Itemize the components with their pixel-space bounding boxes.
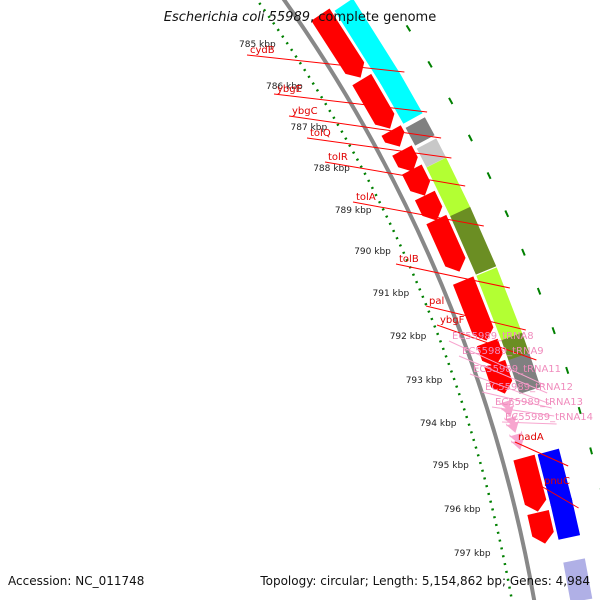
trna-arrow-1	[500, 403, 515, 417]
gene-label-ybgE: ybgE	[277, 84, 302, 95]
leader-line	[273, 93, 428, 113]
cds-arrow-7	[453, 276, 494, 341]
genes-value: 4,984	[555, 574, 590, 588]
ruler-label: 787 kbp	[291, 123, 328, 133]
gene-label-nadA: nadA	[518, 432, 544, 443]
cds-arrow-1	[352, 73, 395, 129]
ruler-label: 796 kbp	[444, 505, 481, 515]
accession-info: Accession: NC_011748	[8, 574, 144, 588]
ruler-label: 797 kbp	[454, 549, 491, 559]
cog-block-10	[550, 497, 581, 540]
gene-label-tolR: tolR	[328, 152, 348, 163]
gene-label-ybgF: ybgF	[440, 315, 465, 326]
cds-arrow-5	[414, 190, 443, 221]
cds-arrow-3	[392, 145, 418, 172]
map-title: Escherichia coli 55989, complete genome	[0, 10, 600, 25]
length-label: Length:	[372, 574, 419, 588]
gene-label-tolA: tolA	[356, 192, 376, 203]
gene-label-EC55989_tRNA8: EC55989_tRNA8	[452, 331, 534, 342]
leader-line	[246, 54, 405, 73]
genome-stats: Topology: circular; Length: 5,154,862 bp…	[260, 574, 590, 588]
leader-line	[436, 324, 537, 361]
title-suffix: , complete genome	[310, 10, 437, 25]
ruler-label: 790 kbp	[354, 247, 391, 257]
accession-label: Accession:	[8, 574, 72, 588]
gene-label-EC55989_tRNA13: EC55989_tRNA13	[495, 397, 583, 408]
cog-block-5	[450, 206, 497, 275]
leader-line	[469, 373, 551, 405]
ruler-label: 789 kbp	[335, 206, 372, 216]
cog-block-8	[508, 352, 541, 394]
leader-line	[306, 137, 452, 159]
cog-block-11	[563, 558, 593, 600]
gene-label-cydB: cydB	[250, 45, 275, 56]
length-value: 5,154,862 bp	[421, 574, 502, 588]
ruler-label: 786 kbp	[266, 82, 303, 92]
topology-label: Topology:	[260, 574, 317, 588]
gene-label-ybgC: ybgC	[292, 106, 318, 117]
gene-label-EC55989_tRNA14: EC55989_tRNA14	[505, 412, 593, 423]
leader-line	[501, 421, 557, 425]
ruler-label: 785 kbp	[239, 40, 276, 50]
cds-arrow-10	[513, 454, 547, 512]
leader-line	[324, 161, 466, 187]
cds-arrow-9	[484, 359, 513, 394]
leader-line	[491, 406, 555, 417]
gene-label-EC55989_tRNA9: EC55989_tRNA9	[462, 346, 544, 357]
accession-value: NC_011748	[75, 574, 145, 588]
ruler-label: 791 kbp	[373, 289, 410, 299]
gene-label-pnuC: pnuC	[544, 476, 570, 487]
leader-line	[425, 305, 526, 331]
leader-line	[288, 115, 442, 139]
gene-label-tolQ: tolQ	[310, 128, 331, 139]
gene-label-EC55989_tRNA11: EC55989_tRNA11	[473, 364, 561, 375]
gene-label-tolB: tolB	[399, 254, 419, 265]
cds-arrow-4	[402, 164, 431, 196]
gene-label-EC55989_tRNA12: EC55989_tRNA12	[485, 382, 573, 393]
gene-label-pal: pal	[429, 296, 444, 307]
cds-arrow-6	[426, 214, 466, 272]
cog-block-2	[405, 117, 435, 146]
organism-name: Escherichia coli 55989	[163, 10, 310, 25]
leader-line	[540, 485, 579, 509]
leader-line	[395, 263, 511, 289]
genes-label: Genes:	[509, 574, 552, 588]
leader-line	[448, 340, 545, 386]
leader-line	[352, 201, 484, 227]
cds-arrow-2	[381, 125, 405, 147]
ruler-label: 788 kbp	[313, 164, 350, 174]
backbone-line	[281, 0, 537, 600]
ruler-label: 795 kbp	[432, 461, 469, 471]
scale-ticks	[389, 0, 600, 491]
leader-line	[514, 441, 569, 467]
leader-line	[481, 391, 552, 409]
ruler-label: 793 kbp	[406, 376, 443, 386]
leader-line	[458, 355, 548, 394]
ruler-label: 794 kbp	[420, 419, 457, 429]
cds-arrow-11	[527, 509, 554, 544]
ruler-label: 792 kbp	[390, 332, 427, 342]
topology-value: circular	[320, 574, 365, 588]
